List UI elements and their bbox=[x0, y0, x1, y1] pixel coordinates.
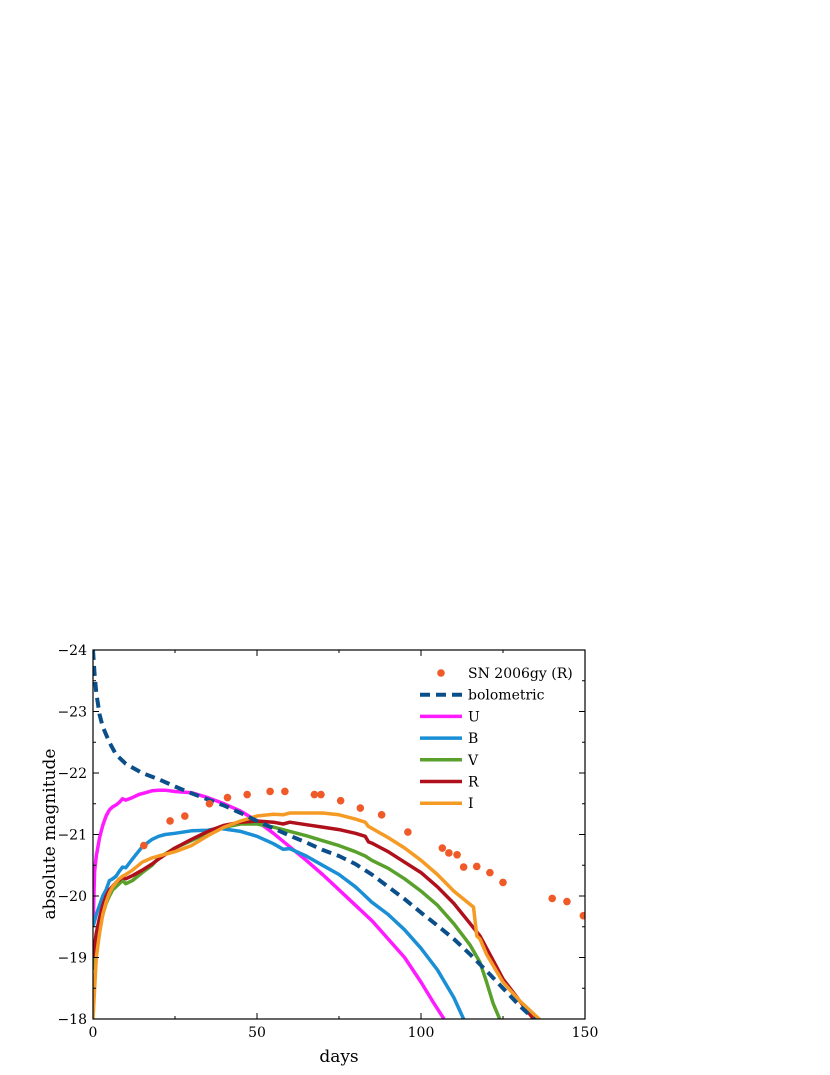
legend-label-b: B bbox=[468, 731, 478, 747]
data-point bbox=[445, 849, 453, 857]
data-point bbox=[453, 850, 461, 859]
plot-frame bbox=[92, 649, 586, 1020]
data-point bbox=[266, 787, 274, 796]
x-axis-label: days bbox=[319, 1047, 358, 1067]
y-tick-label: −21 bbox=[57, 828, 87, 844]
data-point bbox=[310, 790, 319, 799]
data-point bbox=[166, 817, 174, 825]
y-tick-label: −19 bbox=[57, 951, 87, 967]
data-point bbox=[356, 804, 365, 812]
y-tick-label: −23 bbox=[57, 705, 87, 721]
series-sn-2006gy-r bbox=[140, 787, 585, 920]
series-line-bolometric bbox=[93, 650, 537, 1019]
data-point bbox=[243, 790, 251, 799]
legend-label-u: U bbox=[468, 709, 480, 725]
data-point bbox=[377, 811, 386, 819]
series-line-i bbox=[93, 811, 542, 1019]
legend-label-bolometric: bolometric bbox=[468, 688, 545, 704]
data-point bbox=[499, 878, 507, 887]
data-point bbox=[486, 868, 494, 877]
legend-label-sn-2006gy-r: SN 2006gy (R) bbox=[468, 666, 573, 682]
series-line-v bbox=[93, 822, 502, 1019]
series-layer bbox=[93, 650, 585, 1019]
data-point bbox=[563, 897, 571, 906]
data-point bbox=[181, 812, 189, 820]
y-tick-label: −20 bbox=[57, 889, 87, 905]
legend-label-v: V bbox=[467, 753, 479, 769]
series-line-u bbox=[93, 788, 446, 1019]
y-tick-label: −22 bbox=[57, 766, 87, 782]
series-line-b bbox=[93, 826, 466, 1019]
data-point bbox=[140, 841, 148, 850]
data-point bbox=[281, 787, 289, 796]
data-point bbox=[579, 911, 585, 920]
series-line-r bbox=[93, 819, 536, 1019]
x-tick-label: 0 bbox=[89, 1025, 98, 1041]
y-tick-label: −24 bbox=[57, 643, 87, 659]
data-point bbox=[438, 844, 447, 852]
data-point bbox=[205, 799, 214, 808]
tick-labels-layer: 0 50 100 150 −24 −23 −22 −21 −20 −19 −18 bbox=[57, 643, 598, 1041]
legend-label-r: R bbox=[468, 775, 479, 791]
data-point bbox=[317, 790, 325, 799]
legend-marker-sn-2006gy-r bbox=[437, 669, 445, 677]
data-point bbox=[404, 828, 412, 836]
data-point bbox=[472, 862, 481, 871]
y-axis-label: absolute magnitude bbox=[40, 749, 60, 920]
y-tick-label: −18 bbox=[57, 1012, 87, 1028]
x-tick-label: 50 bbox=[248, 1025, 266, 1041]
data-point bbox=[548, 894, 556, 903]
data-point bbox=[336, 796, 345, 805]
legend-label-i: I bbox=[468, 796, 474, 812]
x-tick-label: 150 bbox=[572, 1025, 599, 1041]
data-point bbox=[223, 793, 232, 802]
data-point bbox=[459, 863, 468, 871]
x-tick-label: 100 bbox=[408, 1025, 435, 1041]
